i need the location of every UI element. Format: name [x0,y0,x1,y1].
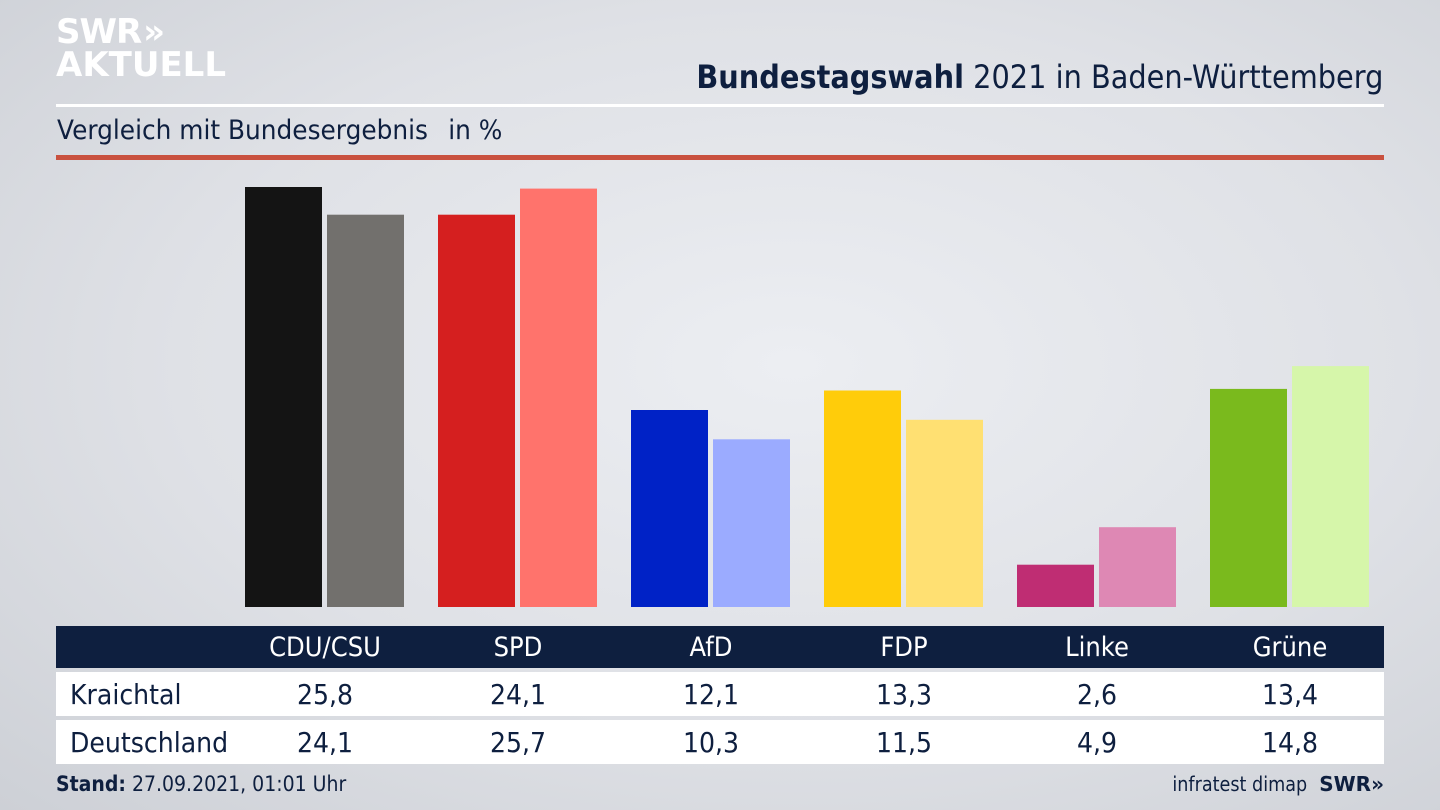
value-cell: 10,3 [682,725,739,759]
value-cell: 13,3 [875,677,932,711]
bar-fdp-kraichtal [824,390,901,607]
timestamp: Stand: 27.09.2021, 01:01 Uhr [56,772,346,796]
column-header: Grüne [1252,631,1327,663]
chart-title-bold: Bundestagswahl [695,58,964,96]
swr-footer-logo: SWR» [1319,772,1384,796]
source-label: infratest dimap [1172,772,1308,796]
bar-afd-kraichtal [631,410,708,607]
footer-credits: infratest dimap SWR» [1154,772,1384,796]
logo-aktuell-text: AKTUELL [56,45,227,85]
chart-subtitle: Vergleich mit Bundesergebnis in % [57,115,502,146]
accent-divider [56,155,1384,160]
value-cell: 25,7 [489,725,546,759]
column-header: SPD [493,631,542,663]
value-cell: 2,6 [1076,677,1117,711]
logo-swr-text: SWR [56,12,142,52]
bar-afd-deutschland [713,439,790,607]
column-header: AfD [688,631,733,663]
bar-linke-kraichtal [1017,564,1094,607]
table-header-row: CDU/CSU SPD AfD FDP Linke Grüne [56,626,1384,668]
value-cell: 24,1 [296,725,353,759]
row-label: Kraichtal [70,677,182,711]
column-header: CDU/CSU [268,631,381,663]
value-cell: 13,4 [1261,677,1318,711]
bar-fdp-deutschland [906,419,983,607]
value-cell: 4,9 [1076,725,1117,759]
title-divider [56,104,1384,107]
bar-gr-ne-kraichtal [1210,388,1287,607]
value-cell: 25,8 [296,677,353,711]
table-row-kraichtal: Kraichtal 25,8 24,1 12,1 13,3 2,6 13,4 [56,672,1384,716]
bar-chart [245,187,1369,607]
chart-title: Bundestagswahl 2021 in Baden-Württemberg [696,58,1383,96]
bar-gr-ne-deutschland [1292,366,1369,607]
chart-title-rest: 2021 in Baden-Württemberg [963,58,1383,96]
value-cell: 11,5 [875,725,932,759]
subtitle-text: Vergleich mit Bundesergebnis [57,115,428,146]
column-header: Linke [1064,631,1129,663]
stand-label: Stand: [56,772,126,796]
results-table: CDU/CSU SPD AfD FDP Linke Grüne Kraichtal 25,… [56,626,1384,764]
row-label: Deutschland [70,725,229,759]
value-cell: 14,8 [1261,725,1318,759]
swr-aktuell-logo: SWR» AKTUELL [56,12,227,85]
bar-spd-kraichtal [438,214,515,607]
bar-cdu-csu-kraichtal [245,187,322,607]
value-cell: 12,1 [682,677,739,711]
bar-spd-deutschland [520,188,597,607]
value-cell: 24,1 [489,677,546,711]
column-header: FDP [879,631,928,663]
stand-value: 27.09.2021, 01:01 Uhr [125,772,347,796]
bar-linke-deutschland [1099,527,1176,607]
bar-cdu-csu-deutschland [327,214,404,607]
table-row-deutschland: Deutschland 24,1 25,7 10,3 11,5 4,9 14,8 [56,720,1384,764]
unit-label: in % [448,115,503,146]
